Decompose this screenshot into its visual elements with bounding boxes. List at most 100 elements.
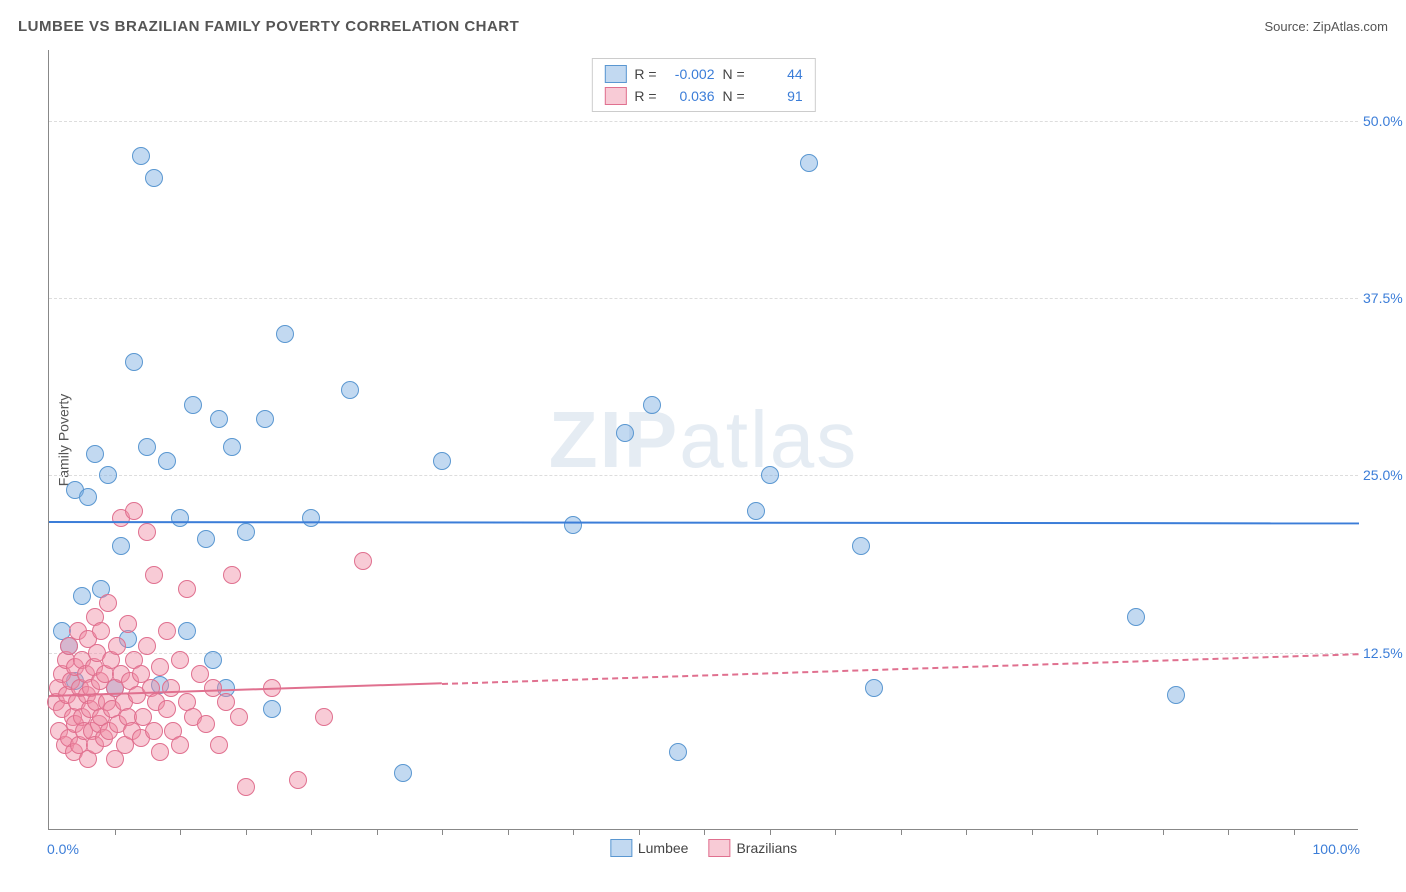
- legend-swatch-brazilians-icon: [708, 839, 730, 857]
- data-point: [171, 509, 189, 527]
- data-point: [145, 722, 163, 740]
- data-point: [223, 438, 241, 456]
- plot-area: ZIPatlas Family Poverty R = -0.002 N = 4…: [48, 50, 1358, 830]
- data-point: [112, 537, 130, 555]
- x-tick: [901, 829, 902, 835]
- data-point: [341, 381, 359, 399]
- chart-header: LUMBEE VS BRAZILIAN FAMILY POVERTY CORRE…: [18, 18, 1388, 35]
- data-point: [852, 537, 870, 555]
- data-point: [204, 679, 222, 697]
- x-axis-max-label: 100.0%: [1313, 841, 1360, 857]
- x-tick: [180, 829, 181, 835]
- data-point: [230, 708, 248, 726]
- data-point: [138, 637, 156, 655]
- legend-series: Lumbee Brazilians: [610, 839, 797, 857]
- data-point: [210, 736, 228, 754]
- x-tick: [639, 829, 640, 835]
- n-label: N =: [723, 66, 745, 82]
- data-point: [151, 658, 169, 676]
- data-point: [108, 637, 126, 655]
- r-value-brazilians: 0.036: [665, 88, 715, 104]
- data-point: [145, 169, 163, 187]
- x-tick: [1163, 829, 1164, 835]
- data-point: [210, 410, 228, 428]
- data-point: [145, 566, 163, 584]
- x-axis-min-label: 0.0%: [47, 841, 79, 857]
- x-tick: [377, 829, 378, 835]
- x-tick: [770, 829, 771, 835]
- data-point: [237, 778, 255, 796]
- watermark: ZIPatlas: [549, 394, 858, 486]
- data-point: [564, 516, 582, 534]
- legend-stats: R = -0.002 N = 44 R = 0.036 N = 91: [591, 58, 815, 112]
- x-tick: [704, 829, 705, 835]
- data-point: [92, 622, 110, 640]
- data-point: [99, 466, 117, 484]
- data-point: [178, 622, 196, 640]
- y-tick-label: 37.5%: [1363, 290, 1406, 306]
- data-point: [79, 488, 97, 506]
- data-point: [162, 679, 180, 697]
- legend-swatch-brazilians-icon: [604, 87, 626, 105]
- data-point: [151, 743, 169, 761]
- grid-line: [49, 475, 1358, 476]
- y-axis-title: Family Poverty: [55, 393, 71, 486]
- data-point: [1127, 608, 1145, 626]
- x-tick: [1032, 829, 1033, 835]
- legend-item-lumbee: Lumbee: [610, 839, 689, 857]
- chart-title: LUMBEE VS BRAZILIAN FAMILY POVERTY CORRE…: [18, 18, 519, 35]
- data-point: [263, 700, 281, 718]
- x-tick: [573, 829, 574, 835]
- data-point: [158, 622, 176, 640]
- x-tick: [246, 829, 247, 835]
- data-point: [315, 708, 333, 726]
- legend-stats-row-brazilians: R = 0.036 N = 91: [604, 85, 802, 107]
- n-label: N =: [723, 88, 745, 104]
- data-point: [119, 615, 137, 633]
- data-point: [125, 353, 143, 371]
- data-point: [223, 566, 241, 584]
- data-point: [747, 502, 765, 520]
- r-value-lumbee: -0.002: [665, 66, 715, 82]
- r-label: R =: [634, 88, 656, 104]
- data-point: [394, 764, 412, 782]
- data-point: [237, 523, 255, 541]
- data-point: [138, 438, 156, 456]
- data-point: [197, 715, 215, 733]
- x-tick: [115, 829, 116, 835]
- data-point: [158, 700, 176, 718]
- r-label: R =: [634, 66, 656, 82]
- legend-swatch-lumbee-icon: [604, 65, 626, 83]
- data-point: [643, 396, 661, 414]
- data-point: [99, 594, 117, 612]
- data-point: [289, 771, 307, 789]
- x-tick: [1228, 829, 1229, 835]
- data-point: [256, 410, 274, 428]
- legend-item-brazilians: Brazilians: [708, 839, 797, 857]
- chart-container: LUMBEE VS BRAZILIAN FAMILY POVERTY CORRE…: [0, 0, 1406, 892]
- data-point: [86, 445, 104, 463]
- data-point: [302, 509, 320, 527]
- data-point: [865, 679, 883, 697]
- data-point: [191, 665, 209, 683]
- data-point: [138, 523, 156, 541]
- legend-stats-row-lumbee: R = -0.002 N = 44: [604, 63, 802, 85]
- data-point: [171, 736, 189, 754]
- n-value-lumbee: 44: [753, 66, 803, 82]
- y-tick-label: 25.0%: [1363, 467, 1406, 483]
- x-tick: [508, 829, 509, 835]
- data-point: [800, 154, 818, 172]
- x-tick: [1294, 829, 1295, 835]
- grid-line: [49, 121, 1358, 122]
- grid-line: [49, 298, 1358, 299]
- x-tick: [311, 829, 312, 835]
- data-point: [158, 452, 176, 470]
- trend-line: [442, 653, 1359, 685]
- legend-label-brazilians: Brazilians: [736, 840, 797, 856]
- x-tick: [835, 829, 836, 835]
- data-point: [433, 452, 451, 470]
- data-point: [73, 587, 91, 605]
- data-point: [276, 325, 294, 343]
- data-point: [761, 466, 779, 484]
- legend-swatch-lumbee-icon: [610, 839, 632, 857]
